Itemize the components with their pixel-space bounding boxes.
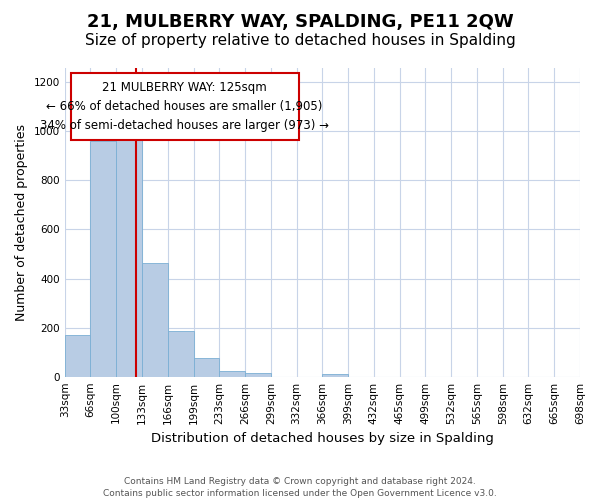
Bar bbox=[168, 332, 193, 376]
Text: 21, MULBERRY WAY, SPALDING, PE11 2QW: 21, MULBERRY WAY, SPALDING, PE11 2QW bbox=[86, 12, 514, 30]
Text: 21 MULBERRY WAY: 125sqm
← 66% of detached houses are smaller (1,905)
34% of semi: 21 MULBERRY WAY: 125sqm ← 66% of detache… bbox=[40, 80, 329, 132]
Bar bbox=[219, 370, 245, 376]
X-axis label: Distribution of detached houses by size in Spalding: Distribution of detached houses by size … bbox=[151, 432, 494, 445]
Y-axis label: Number of detached properties: Number of detached properties bbox=[15, 124, 28, 320]
Bar bbox=[245, 373, 271, 376]
Bar bbox=[91, 141, 116, 376]
Bar bbox=[193, 358, 219, 376]
Bar bbox=[142, 262, 168, 376]
Bar bbox=[322, 374, 348, 376]
Bar bbox=[116, 132, 142, 376]
Text: Size of property relative to detached houses in Spalding: Size of property relative to detached ho… bbox=[85, 32, 515, 48]
Bar bbox=[65, 335, 91, 376]
Text: Contains HM Land Registry data © Crown copyright and database right 2024.
Contai: Contains HM Land Registry data © Crown c… bbox=[103, 476, 497, 498]
